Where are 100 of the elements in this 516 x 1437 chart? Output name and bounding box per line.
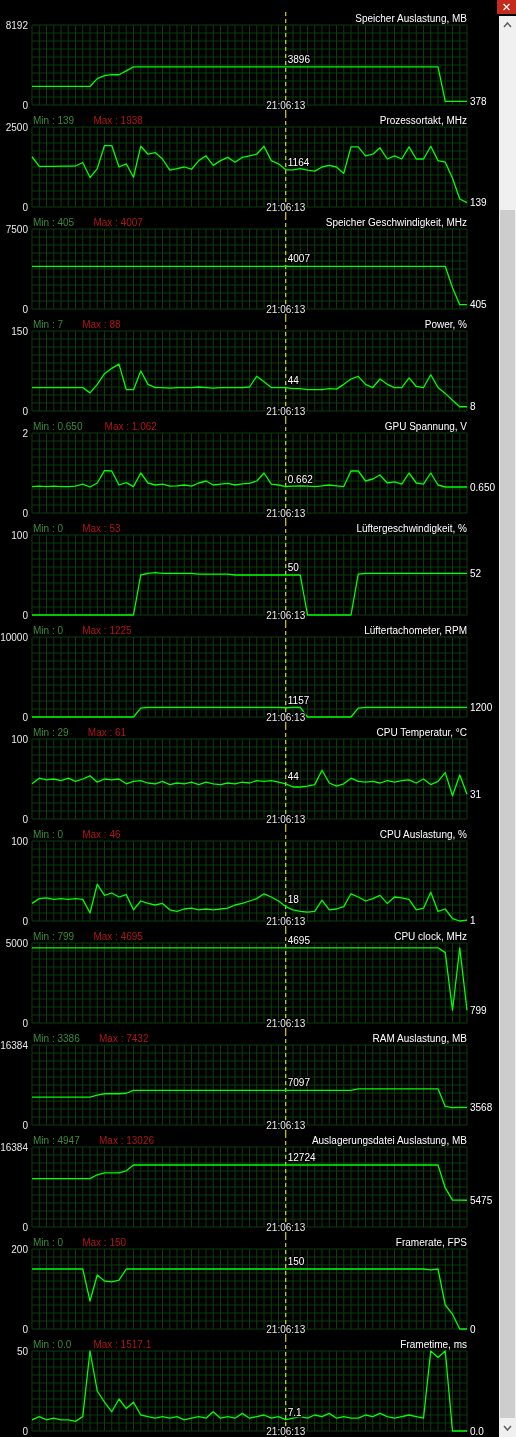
text: Min : 0 — [33, 829, 64, 840]
line-series — [31, 469, 468, 488]
text: 139 — [470, 197, 488, 209]
text: Min : 3386 — [33, 1033, 81, 1044]
text: Min : 405 — [33, 217, 75, 228]
line-series — [31, 144, 468, 204]
text: Min : 0.0 — [33, 1339, 72, 1350]
y-tick-label: 100 — [11, 529, 29, 541]
text: 52 — [470, 567, 482, 579]
y-tick-label: 16384 — [0, 1141, 29, 1153]
annotation: 44 — [287, 374, 300, 386]
text: 1 — [470, 914, 476, 926]
chart-title: CPU Auslastung, % — [379, 829, 468, 840]
y-tick-label: 0 — [22, 1323, 29, 1335]
annotation: 12724 — [287, 1151, 316, 1163]
y-tick-label: 0 — [22, 915, 29, 927]
text: Max : 1.062 — [104, 421, 158, 432]
text: Min : 7 — [33, 319, 64, 330]
text: 405 — [470, 299, 488, 311]
chart-title: RAM Auslastung, MB — [372, 1033, 468, 1044]
annotation: 21:06:13 — [266, 1324, 306, 1335]
y-tick-label: 0 — [22, 201, 29, 213]
chart-title: Lüftertachometer, RPM — [364, 625, 467, 636]
y-tick-label: 0 — [22, 711, 29, 723]
text: Min : 0.650 — [33, 421, 83, 432]
text: 5475 — [470, 1194, 493, 1206]
annotation: 7.1 — [287, 1406, 303, 1418]
text: Min : 139 — [33, 115, 75, 126]
annotation: 18 — [287, 893, 300, 905]
y-tick-label: 8192 — [5, 19, 29, 31]
annotation: 0.662 — [287, 473, 314, 485]
annotation: 21:06:13 — [266, 304, 306, 315]
y-tick-label: 0 — [22, 507, 29, 519]
text: Max : 7432 — [99, 1033, 149, 1044]
y-tick-label: 5000 — [5, 937, 29, 949]
annotation: 1164 — [287, 156, 310, 168]
annotation: 21:06:13 — [266, 916, 306, 927]
y-tick-label: 0 — [22, 405, 29, 417]
annotation: 4695 — [287, 934, 311, 946]
text: 0.650 — [470, 481, 496, 493]
text: Min : 799 — [33, 931, 75, 942]
annotation: 3896 — [287, 53, 311, 65]
text: Min : 4947 — [33, 1135, 81, 1146]
annotation: 21:06:13 — [266, 1018, 306, 1029]
text: 31 — [470, 788, 482, 800]
text: Min : 0 — [33, 1237, 64, 1248]
annotation: 150 — [287, 1256, 305, 1267]
y-tick-label: 0 — [22, 813, 29, 825]
text: Max : 1938 — [93, 115, 144, 126]
y-tick-label: 0 — [22, 1221, 29, 1233]
y-tick-label: 150 — [11, 325, 29, 337]
text: Max : 61 — [87, 727, 127, 738]
annotation: 21:06:13 — [266, 712, 306, 723]
chart-title: Speicher Geschwindigkeit, MHz — [325, 217, 467, 228]
text: 378 — [470, 95, 488, 107]
chart-title: GPU Spannung, V — [384, 421, 468, 432]
annotation: 21:06:13 — [266, 814, 306, 825]
y-tick-label: 0 — [22, 1119, 29, 1131]
y-tick-label: 10000 — [0, 631, 29, 643]
annotation: 21:06:13 — [266, 508, 306, 519]
y-tick-label: 0 — [22, 609, 29, 621]
annotation: 50 — [287, 562, 300, 573]
annotation: 21:06:13 — [266, 406, 306, 417]
line-series — [31, 363, 468, 408]
text: Max : 1517.1 — [93, 1339, 152, 1350]
y-tick-label: 2 — [22, 427, 29, 439]
annotation: 21:06:13 — [266, 1120, 306, 1131]
line-series — [31, 947, 468, 1011]
text: Min : 0 — [33, 625, 64, 636]
text: 0.0 — [470, 1425, 485, 1437]
text: 1200 — [470, 701, 493, 713]
text: Max : 1225 — [82, 625, 133, 636]
line-series — [31, 1088, 468, 1109]
chart-title: Auslagerungsdatei Auslastung, MB — [311, 1135, 468, 1146]
annotation: 1157 — [287, 694, 310, 706]
text: Min : 29 — [33, 727, 70, 738]
line-series — [31, 66, 468, 102]
text: 799 — [470, 1004, 488, 1016]
annotation: 21:06:13 — [266, 610, 306, 621]
annotation: 21:06:13 — [266, 1426, 306, 1437]
text: Min : 0 — [33, 523, 64, 534]
chart-title: Framerate, FPS — [395, 1237, 468, 1248]
text: Max : 53 — [82, 523, 121, 534]
text: Max : 4695 — [93, 931, 144, 942]
chart-title: Frametime, ms — [400, 1339, 467, 1350]
text: Max : 88 — [82, 319, 121, 330]
chart-title: Speicher Auslastung, MB — [355, 13, 468, 24]
annotation: 21:06:13 — [266, 1222, 306, 1233]
text: 0 — [470, 1323, 476, 1335]
y-tick-label: 200 — [11, 1243, 29, 1255]
annotation: 7097 — [287, 1077, 311, 1089]
y-tick-label: 100 — [11, 733, 29, 745]
annotation: 21:06:13 — [266, 100, 306, 111]
y-tick-label: 50 — [16, 1345, 29, 1357]
chart-title: Power, % — [424, 319, 468, 330]
annotation: 44 — [287, 770, 300, 782]
y-tick-label: 16384 — [0, 1039, 29, 1051]
text: 3568 — [470, 1101, 493, 1113]
y-tick-label: 2500 — [5, 121, 29, 133]
text: Max : 150 — [82, 1237, 127, 1248]
